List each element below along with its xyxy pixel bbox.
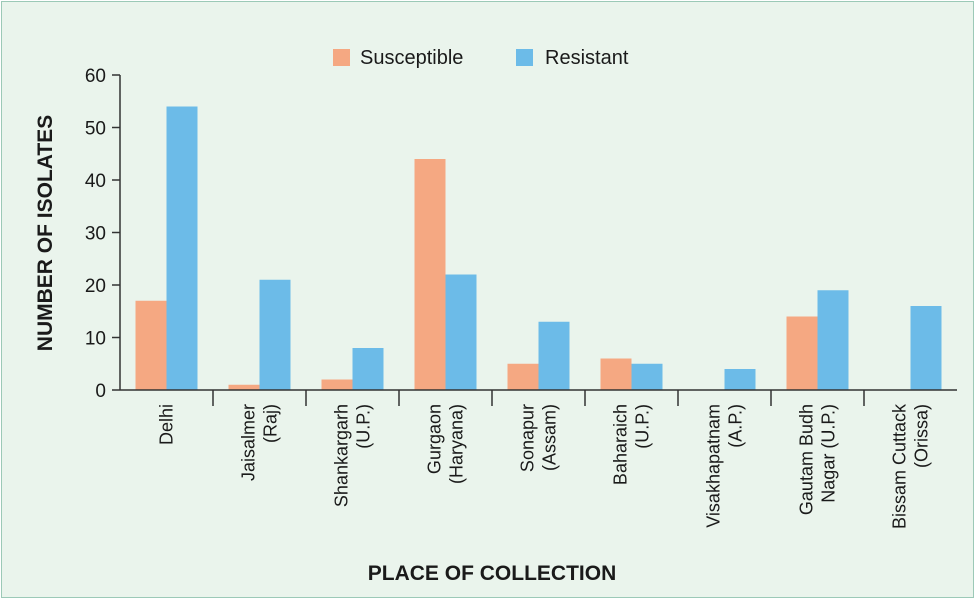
x-category-label: (A.P.) <box>726 404 746 448</box>
legend: Susceptible Resistant <box>333 47 629 69</box>
x-category-label: Gautam Budh <box>797 404 817 515</box>
x-axis-title: PLACE OF COLLECTION <box>368 562 617 585</box>
y-tick-label: 50 <box>85 119 106 140</box>
bar-susceptible-gurgaon-haryana <box>414 159 446 390</box>
x-category-label: Bissam Cuttack <box>890 403 910 529</box>
x-category-label: (Haryana) <box>447 404 467 484</box>
bar-resistant-bissam-cuttack-orissa <box>910 306 942 390</box>
y-tick-label: 60 <box>85 66 106 87</box>
x-category-label: Jaisalmer <box>239 404 259 481</box>
bar-susceptible-shankargarh-u-p <box>321 379 353 390</box>
y-axis-title: NUMBER OF ISOLATES <box>34 115 57 351</box>
x-category-label: (U.P.) <box>354 404 374 449</box>
y-tick-label: 20 <box>85 276 106 297</box>
x-category-label: Sonapur <box>518 404 538 472</box>
bar-resistant-shankargarh-u-p <box>352 348 384 390</box>
bar-resistant-gurgaon-haryana <box>445 274 477 390</box>
legend-swatch-susceptible <box>333 49 350 66</box>
bar-susceptible-delhi <box>135 300 167 390</box>
y-tick-label: 0 <box>95 381 106 402</box>
bars <box>135 106 942 390</box>
bar-resistant-visakhapatnam-a-p <box>724 369 756 390</box>
bar-resistant-delhi <box>166 106 198 390</box>
x-axis-category-labels: Delhi Jaisalmer (Raj) Shankargarh (U.P.) Gurg… <box>157 390 932 529</box>
y-tick-label: 30 <box>85 224 106 245</box>
x-category-label: Gurgaon <box>425 404 445 474</box>
x-category-label: (Orissa) <box>912 404 932 468</box>
x-category-label: Baharaich <box>611 404 631 485</box>
bar-susceptible-gautam-budh-nagar-u-p <box>786 316 818 390</box>
bar-susceptible-sonapur-assam <box>507 363 539 390</box>
x-category-label: (Raj) <box>261 404 281 443</box>
legend-label-susceptible: Susceptible <box>360 47 463 69</box>
bar-resistant-jaisalmer-raj <box>259 279 291 390</box>
bar-resistant-sonapur-assam <box>538 321 570 390</box>
x-category-label: (U.P.) <box>633 404 653 449</box>
bar-susceptible-baharaich-u-p <box>600 358 632 390</box>
legend-swatch-resistant <box>516 49 533 66</box>
y-axis-ticks: 0 10 20 30 40 50 60 <box>85 66 120 402</box>
y-tick-label: 40 <box>85 171 106 192</box>
bar-susceptible-jaisalmer-raj <box>228 384 260 390</box>
bar-resistant-gautam-budh-nagar-u-p <box>817 290 849 390</box>
bar-resistant-baharaich-u-p <box>631 363 663 390</box>
x-category-label: (Assam) <box>540 404 560 471</box>
x-category-label: Shankargarh <box>332 404 352 507</box>
x-category-label: Visakhapatnam <box>704 404 724 528</box>
x-category-label: Nagar (U.P.) <box>819 404 839 503</box>
y-tick-label: 10 <box>85 329 106 350</box>
x-category-label: Delhi <box>157 404 177 445</box>
legend-label-resistant: Resistant <box>545 47 629 69</box>
